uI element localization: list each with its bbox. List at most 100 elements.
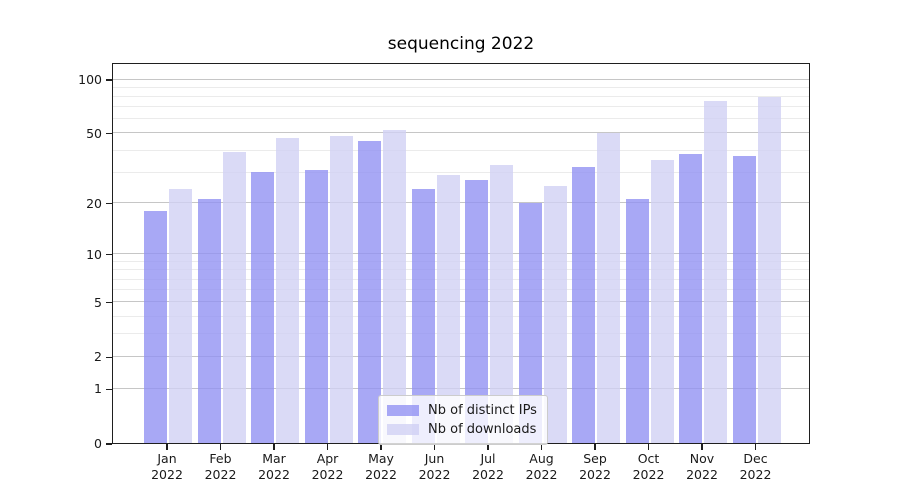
x-tick-year: 2022	[311, 466, 344, 482]
x-tick-year: 2022	[579, 466, 611, 482]
bar-dec-ips	[732, 156, 756, 443]
x-tick-year: 2022	[258, 466, 290, 482]
x-tick-jul	[487, 444, 489, 450]
bar-nov-ips	[679, 154, 702, 443]
x-tick-jan	[166, 444, 168, 450]
x-tick-may	[380, 444, 382, 450]
x-tick-sep	[594, 444, 596, 450]
legend-label-downloads: Nb of downloads	[428, 422, 537, 437]
x-tick-month: Dec	[743, 451, 768, 466]
bar-may-downloads	[383, 129, 406, 443]
y-tick-label-10: 10	[86, 246, 102, 262]
minor-gridline-4	[113, 315, 809, 317]
x-tick-label-nov: Nov 2022	[672, 451, 732, 482]
x-tick-label-jan: Jan 2022	[137, 451, 197, 482]
minor-gridline-9	[113, 260, 809, 262]
x-tick-year: 2022	[365, 466, 397, 482]
x-tick-year: 2022	[418, 466, 451, 482]
x-tick-label-sep: Sep 2022	[565, 451, 625, 482]
bar-jul-downloads	[490, 164, 513, 443]
x-tick-label-feb: Feb 2022	[191, 451, 251, 482]
x-tick-month: Feb	[209, 451, 232, 466]
x-tick-month: Aug	[529, 451, 554, 466]
x-tick-oct	[647, 444, 650, 450]
x-tick-label-apr: Apr 2022	[298, 451, 358, 482]
legend: Nb of distinct IPs Nb of downloads	[378, 395, 548, 445]
legend-swatch-ips	[387, 405, 419, 416]
legend-row-downloads: Nb of downloads	[387, 420, 537, 439]
minor-gridline-3	[113, 333, 809, 335]
minor-gridline-90	[113, 86, 809, 88]
bar-jan-downloads	[169, 189, 192, 443]
minor-gridline-60	[113, 118, 809, 120]
y-tick-label-2: 2	[94, 349, 102, 365]
y-tick-label-50: 50	[86, 125, 102, 141]
legend-row-ips: Nb of distinct IPs	[387, 401, 537, 420]
bar-apr-ips	[304, 169, 328, 443]
major-gridline-5	[113, 301, 809, 303]
major-gridline-20	[113, 202, 809, 204]
x-tick-jun	[433, 444, 436, 450]
x-tick-aug	[540, 444, 543, 450]
bar-may-ips	[358, 141, 381, 443]
bar-jul-ips	[465, 180, 488, 443]
major-gridline-100	[113, 78, 809, 80]
x-tick-label-jun: Jun 2022	[405, 451, 465, 482]
x-tick-year: 2022	[204, 466, 237, 482]
x-tick-month: Jun	[424, 451, 445, 466]
major-gridline-1	[113, 387, 809, 389]
legend-label-ips: Nb of distinct IPs	[428, 403, 537, 418]
x-tick-label-may: May 2022	[351, 451, 411, 482]
bar-aug-ips	[518, 202, 542, 443]
major-gridline-50	[113, 132, 809, 134]
x-tick-label-jul: Jul 2022	[458, 451, 518, 482]
y-tick-label-5: 5	[94, 294, 102, 310]
bar-sep-ips	[572, 167, 595, 443]
bar-dec-downloads	[757, 97, 781, 443]
major-gridline-2	[113, 355, 809, 357]
x-tick-year: 2022	[525, 466, 558, 482]
y-tick-50	[106, 133, 112, 135]
x-tick-dec	[754, 444, 757, 450]
chart-title: sequencing 2022	[387, 34, 535, 54]
minor-gridline-7	[113, 278, 809, 280]
bar-oct-downloads	[650, 160, 674, 443]
y-tick-100	[106, 79, 112, 81]
bar-aug-downloads	[543, 186, 567, 443]
minor-gridline-6	[113, 289, 809, 291]
x-tick-year: 2022	[739, 466, 772, 482]
bar-oct-ips	[625, 199, 649, 443]
bar-feb-ips	[197, 199, 221, 443]
x-tick-month: Jan	[157, 451, 177, 466]
bar-mar-downloads	[276, 137, 299, 443]
minor-gridline-80	[113, 95, 809, 97]
major-gridline-10	[113, 253, 809, 255]
y-tick-10	[106, 254, 112, 256]
x-tick-label-oct: Oct 2022	[619, 451, 679, 482]
y-tick-20	[106, 203, 112, 205]
bar-mar-ips	[251, 172, 274, 443]
plot-area	[112, 63, 810, 444]
x-tick-year: 2022	[151, 466, 183, 482]
y-tick-label-0: 0	[94, 436, 102, 451]
x-tick-label-mar: Mar 2022	[244, 451, 304, 482]
bar-sep-downloads	[597, 132, 620, 443]
x-tick-month: Jul	[480, 451, 496, 466]
x-tick-year: 2022	[472, 466, 504, 482]
x-tick-month: Oct	[637, 451, 660, 466]
x-tick-month: Mar	[262, 451, 286, 466]
x-tick-apr	[326, 444, 329, 450]
y-tick-label-100: 100	[78, 72, 102, 87]
bar-apr-downloads	[329, 136, 353, 443]
x-tick-year: 2022	[632, 466, 665, 482]
minor-gridline-40	[113, 149, 809, 151]
y-tick-5	[106, 302, 112, 304]
x-tick-nov	[701, 444, 703, 450]
y-tick-label-1: 1	[94, 381, 102, 397]
x-tick-label-dec: Dec 2022	[726, 451, 786, 482]
minor-gridline-30	[113, 171, 809, 173]
bar-jan-ips	[144, 210, 167, 443]
y-tick-2	[106, 356, 112, 358]
bar-feb-downloads	[222, 152, 246, 443]
